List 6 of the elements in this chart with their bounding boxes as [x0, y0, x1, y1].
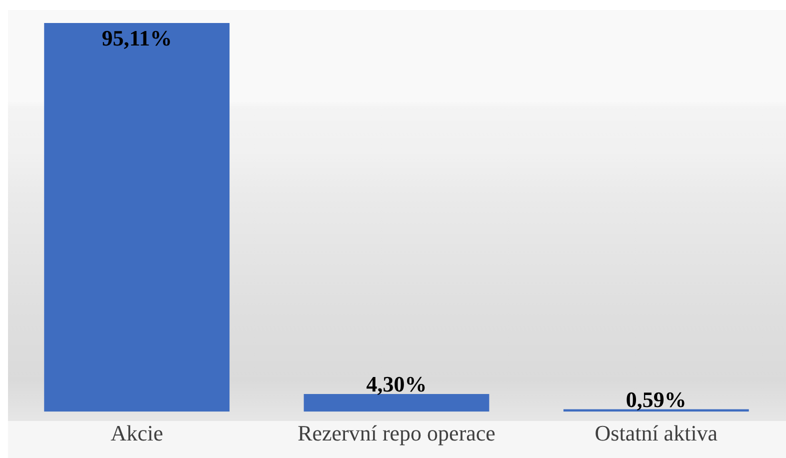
data-label: 0,59%	[626, 386, 686, 412]
x-tick-label: Akcie	[110, 420, 164, 446]
x-tick-label: Ostatní aktiva	[594, 420, 718, 446]
data-label: 95,11%	[102, 26, 172, 51]
x-tick-label: Rezervní repo operace	[298, 420, 496, 446]
data-label: 4,30%	[366, 372, 427, 397]
